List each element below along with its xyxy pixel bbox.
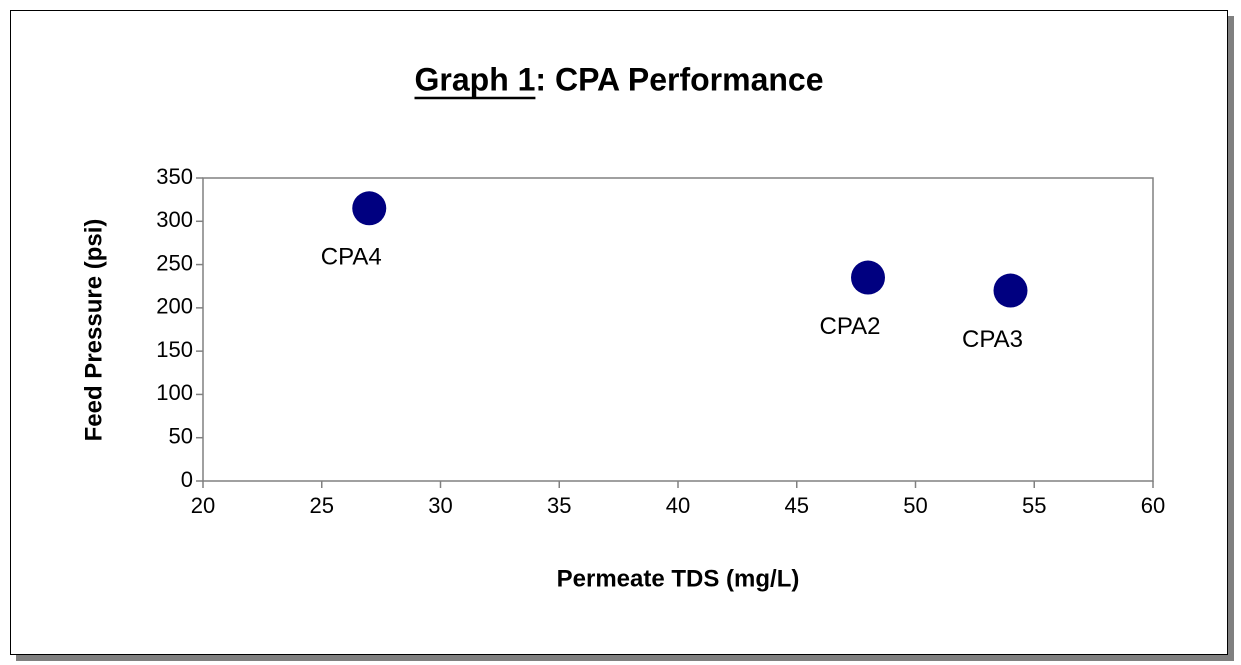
x-tick-label: 45: [785, 493, 809, 518]
x-tick-label: 40: [666, 493, 690, 518]
x-tick-label: 25: [310, 493, 334, 518]
point-label: CPA4: [321, 244, 382, 271]
y-tick-label: 0: [181, 467, 193, 492]
point-label: CPA3: [962, 326, 1023, 353]
y-axis-label: Feed Pressure (psi): [80, 219, 107, 442]
x-tick-label: 60: [1141, 493, 1165, 518]
y-tick-label: 150: [156, 337, 193, 362]
point: [851, 260, 885, 295]
y-tick-label: 200: [156, 294, 193, 319]
y-tick-label: 100: [156, 380, 193, 405]
x-tick-label: 30: [428, 493, 452, 518]
point: [993, 273, 1028, 308]
plot-area: [202, 177, 1154, 482]
y-tick-label: 250: [156, 250, 193, 275]
y-tick-label: 300: [156, 207, 193, 232]
x-tick-label: 35: [547, 493, 571, 518]
x-tick-label: 55: [1022, 493, 1046, 518]
chart-title: Graph 1: CPA Performance: [415, 61, 824, 97]
x-tick-label: 20: [191, 493, 215, 518]
y-tick-label: 50: [169, 424, 193, 449]
x-axis-label: Permeate TDS (mg/L): [557, 565, 800, 592]
y-tick-label: 350: [156, 164, 193, 189]
point-label: CPA2: [820, 313, 881, 340]
x-tick-label: 50: [903, 493, 927, 518]
point: [352, 191, 387, 226]
